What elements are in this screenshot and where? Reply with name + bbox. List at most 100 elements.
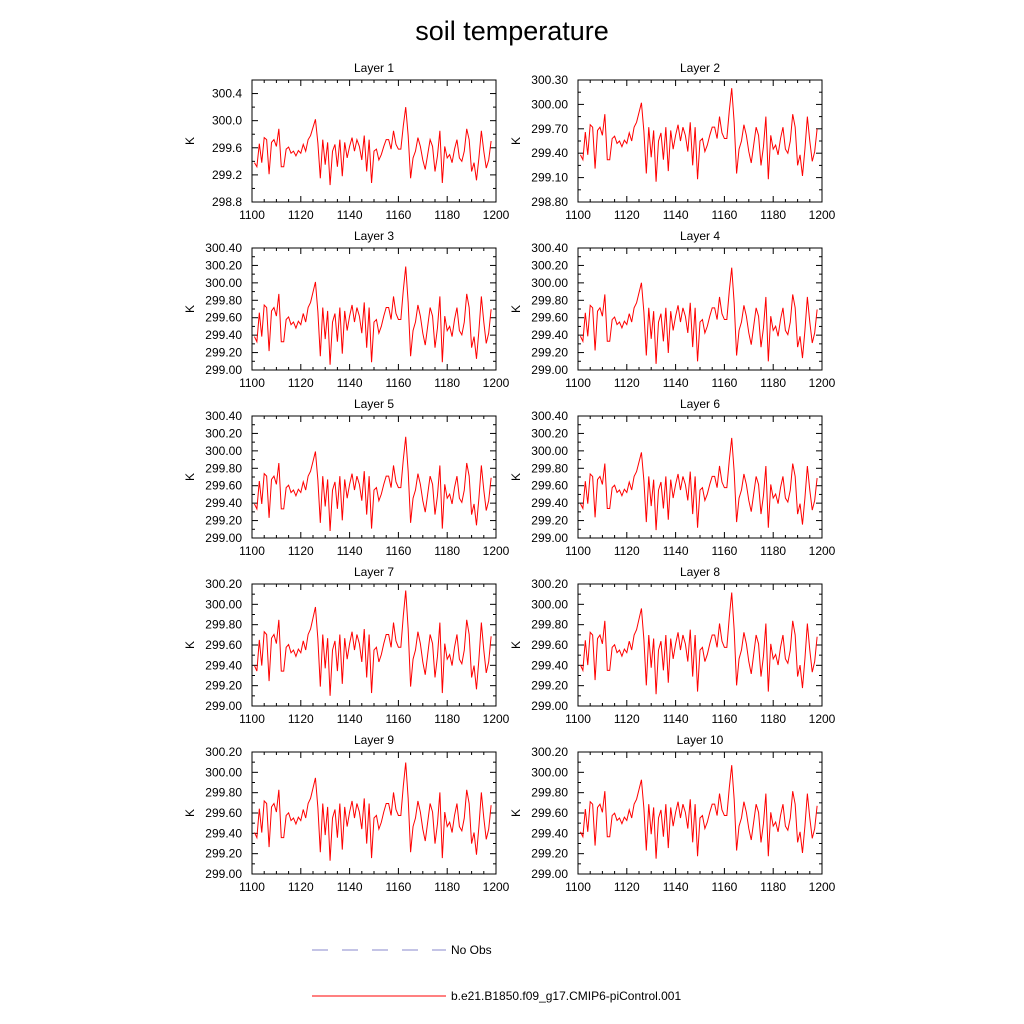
panel-title: Layer 10 bbox=[677, 733, 724, 747]
chart-title: soil temperature bbox=[415, 16, 609, 46]
x-tick-label: 1160 bbox=[711, 208, 737, 222]
x-tick-label: 1120 bbox=[288, 712, 314, 726]
y-tick-label: 300.20 bbox=[531, 577, 568, 591]
y-tick-label: 299.40 bbox=[205, 328, 242, 342]
y-tick-label: 299.40 bbox=[531, 826, 568, 840]
y-tick-label: 300.40 bbox=[205, 241, 242, 255]
legend-model-label: b.e21.B1850.f09_g17.CMIP6-piControl.001 bbox=[451, 989, 681, 1003]
x-tick-label: 1100 bbox=[565, 208, 591, 222]
x-tick-label: 1100 bbox=[565, 376, 591, 390]
x-tick-label: 1200 bbox=[483, 544, 510, 558]
y-tick-label: 299.20 bbox=[205, 514, 242, 528]
y-tick-label: 300.40 bbox=[531, 241, 568, 255]
x-tick-label: 1120 bbox=[288, 208, 314, 222]
y-tick-label: 300.0 bbox=[212, 114, 242, 128]
y-tick-label: 299.20 bbox=[531, 514, 568, 528]
y-tick-label: 298.8 bbox=[212, 195, 242, 209]
series-line bbox=[579, 88, 818, 182]
x-tick-label: 1180 bbox=[434, 376, 460, 390]
y-tick-label: 299.2 bbox=[212, 168, 242, 182]
y-tick-label: 299.80 bbox=[205, 618, 242, 632]
y-tick-label: 300.00 bbox=[531, 765, 568, 779]
x-tick-label: 1140 bbox=[663, 544, 689, 558]
x-tick-label: 1100 bbox=[239, 208, 265, 222]
y-axis-label: K bbox=[509, 809, 523, 817]
panel-5: Layer 5 1100 1120 1140 1160 1180 1200 299.00 299… bbox=[183, 397, 510, 558]
y-tick-label: 299.60 bbox=[531, 479, 568, 493]
x-tick-label: 1160 bbox=[385, 208, 411, 222]
y-tick-label: 299.80 bbox=[531, 461, 568, 475]
y-tick-label: 299.80 bbox=[205, 293, 242, 307]
y-tick-label: 299.20 bbox=[205, 679, 242, 693]
series-line bbox=[579, 267, 818, 364]
y-axis-label: K bbox=[509, 473, 523, 481]
y-tick-label: 300.30 bbox=[531, 73, 568, 87]
y-tick-label: 300.00 bbox=[205, 765, 242, 779]
series-line bbox=[254, 107, 492, 186]
x-tick-label: 1200 bbox=[809, 544, 836, 558]
x-tick-label: 1120 bbox=[614, 880, 640, 894]
panel-title: Layer 7 bbox=[354, 565, 394, 579]
panel-7: Layer 7 1100 1120 1140 1160 1180 1200 299.00 299… bbox=[183, 565, 510, 726]
x-tick-label: 1140 bbox=[337, 880, 363, 894]
y-tick-label: 299.00 bbox=[205, 867, 242, 881]
y-tick-label: 299.00 bbox=[531, 363, 568, 377]
y-tick-label: 299.40 bbox=[531, 328, 568, 342]
plot-frame bbox=[577, 415, 823, 539]
y-tick-label: 299.60 bbox=[205, 806, 242, 820]
x-tick-label: 1140 bbox=[663, 208, 689, 222]
y-tick-label: 299.40 bbox=[531, 496, 568, 510]
x-tick-label: 1180 bbox=[434, 712, 460, 726]
y-axis-label: K bbox=[183, 809, 197, 817]
x-tick-label: 1120 bbox=[614, 376, 640, 390]
y-tick-label: 300.00 bbox=[531, 276, 568, 290]
x-tick-label: 1200 bbox=[483, 376, 510, 390]
x-tick-label: 1140 bbox=[337, 712, 363, 726]
series-line bbox=[253, 266, 492, 365]
x-tick-label: 1200 bbox=[809, 208, 836, 222]
plot-frame bbox=[251, 79, 497, 203]
y-tick-label: 299.40 bbox=[205, 826, 242, 840]
y-tick-label: 299.10 bbox=[531, 171, 568, 185]
panel-3: Layer 3 1100 1120 1140 1160 1180 1200 299.00 299… bbox=[183, 229, 510, 390]
y-tick-label: 299.80 bbox=[205, 786, 242, 800]
y-tick-label: 299.20 bbox=[205, 847, 242, 861]
series-line bbox=[579, 592, 818, 695]
y-tick-label: 300.20 bbox=[205, 426, 242, 440]
x-tick-label: 1100 bbox=[565, 544, 591, 558]
y-tick-label: 299.20 bbox=[531, 346, 568, 360]
x-tick-label: 1100 bbox=[239, 712, 265, 726]
y-tick-label: 299.20 bbox=[531, 679, 568, 693]
x-tick-label: 1140 bbox=[337, 544, 363, 558]
y-tick-label: 299.80 bbox=[531, 293, 568, 307]
x-tick-label: 1140 bbox=[337, 208, 363, 222]
y-axis-label: K bbox=[183, 137, 197, 145]
y-tick-label: 300.20 bbox=[205, 745, 242, 759]
x-tick-label: 1200 bbox=[809, 880, 836, 894]
y-tick-label: 300.40 bbox=[205, 409, 242, 423]
x-tick-label: 1120 bbox=[614, 712, 640, 726]
y-tick-label: 299.40 bbox=[531, 658, 568, 672]
y-axis-label: K bbox=[183, 473, 197, 481]
series-line bbox=[253, 436, 492, 532]
x-tick-label: 1160 bbox=[385, 376, 411, 390]
x-tick-label: 1160 bbox=[385, 880, 411, 894]
panel-title: Layer 2 bbox=[680, 61, 720, 75]
x-tick-label: 1160 bbox=[711, 712, 737, 726]
y-tick-label: 299.80 bbox=[205, 461, 242, 475]
panel-title: Layer 9 bbox=[354, 733, 394, 747]
series-line bbox=[253, 590, 492, 696]
y-tick-label: 299.00 bbox=[205, 363, 242, 377]
y-tick-label: 300.40 bbox=[531, 409, 568, 423]
x-tick-label: 1180 bbox=[434, 544, 460, 558]
panel-title: Layer 4 bbox=[680, 229, 720, 243]
x-tick-label: 1140 bbox=[663, 376, 689, 390]
panel-title: Layer 6 bbox=[680, 397, 720, 411]
panel-6: Layer 6 1100 1120 1140 1160 1180 1200 299.00 299… bbox=[509, 397, 836, 558]
x-tick-label: 1120 bbox=[614, 544, 640, 558]
x-tick-label: 1200 bbox=[483, 208, 510, 222]
panel-1: Layer 1 1100 1120 1140 1160 1180 1200 298.8 299.… bbox=[183, 61, 510, 222]
y-tick-label: 300.20 bbox=[205, 577, 242, 591]
y-tick-label: 299.60 bbox=[531, 806, 568, 820]
plot-frame bbox=[251, 247, 497, 371]
